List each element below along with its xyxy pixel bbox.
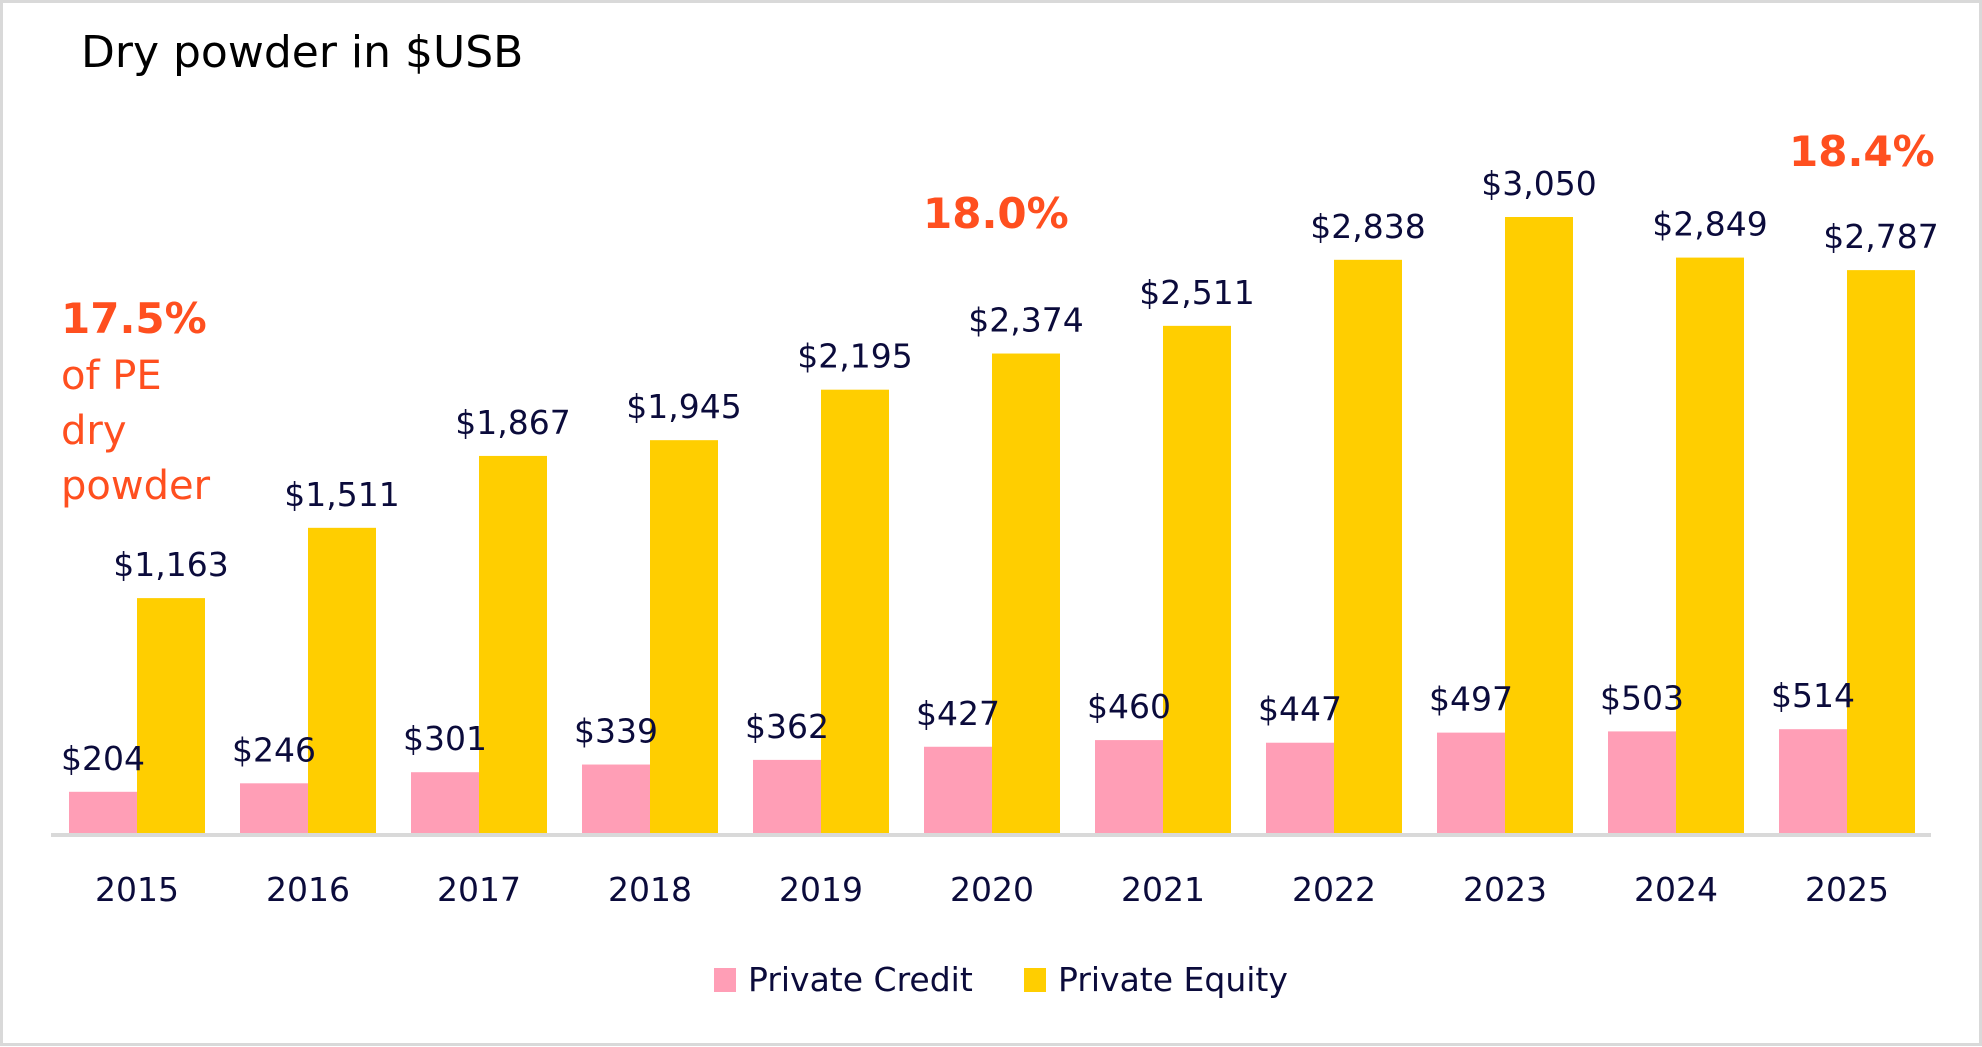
bar-private-equity-2016 bbox=[308, 527, 376, 833]
annotation-text: of PE bbox=[61, 353, 162, 399]
bar-private-credit-2018 bbox=[582, 764, 650, 833]
data-label: $362 bbox=[745, 707, 829, 746]
data-label: $1,945 bbox=[626, 387, 741, 426]
legend-swatch bbox=[714, 968, 736, 992]
bar-private-credit-2020 bbox=[924, 746, 992, 833]
annotation-percent: 18.4% bbox=[1789, 127, 1935, 176]
data-label: $447 bbox=[1258, 690, 1342, 729]
data-label: $1,163 bbox=[113, 545, 228, 584]
x-tick-label: 2024 bbox=[1634, 870, 1718, 909]
bar-private-credit-2024 bbox=[1608, 731, 1676, 833]
annotation-text: powder bbox=[61, 463, 211, 509]
legend-label: Private Equity bbox=[1058, 960, 1288, 999]
x-tick-label: 2015 bbox=[95, 870, 179, 909]
annotation-percent: 17.5% bbox=[61, 294, 207, 343]
data-label: $1,511 bbox=[284, 475, 399, 514]
x-tick-label: 2023 bbox=[1463, 870, 1547, 909]
data-label: $514 bbox=[1771, 676, 1855, 715]
x-tick-label: 2017 bbox=[437, 870, 521, 909]
bar-private-equity-2021 bbox=[1163, 325, 1231, 833]
bar-private-equity-2024 bbox=[1676, 257, 1744, 833]
data-label: $246 bbox=[232, 730, 316, 769]
bar-chart: Dry powder in $USB $204 $1,163 2015 $246 $1,… bbox=[51, 27, 1939, 999]
bar-private-credit-2016 bbox=[240, 783, 308, 833]
bar-private-equity-2025 bbox=[1847, 270, 1915, 833]
bar-private-equity-2019 bbox=[821, 389, 889, 833]
bar-private-credit-2022 bbox=[1266, 742, 1334, 833]
bar-private-equity-2017 bbox=[479, 455, 547, 833]
data-label: $427 bbox=[916, 694, 1000, 733]
bar-private-equity-2018 bbox=[650, 440, 718, 833]
bar-private-credit-2017 bbox=[411, 772, 479, 833]
bar-private-credit-2021 bbox=[1095, 740, 1163, 833]
bar-private-credit-2025 bbox=[1779, 729, 1847, 833]
x-tick-label: 2022 bbox=[1292, 870, 1376, 909]
data-label: $460 bbox=[1087, 687, 1171, 726]
annotation-text: dry bbox=[61, 408, 127, 454]
data-label: $503 bbox=[1600, 678, 1684, 717]
x-tick-label: 2020 bbox=[950, 870, 1034, 909]
bar-private-credit-2023 bbox=[1437, 732, 1505, 833]
data-label: $2,838 bbox=[1310, 207, 1425, 246]
annotation-percent: 18.0% bbox=[923, 189, 1069, 238]
bar-private-equity-2015 bbox=[137, 598, 205, 833]
bar-private-equity-2022 bbox=[1334, 259, 1402, 834]
data-label: $2,849 bbox=[1652, 205, 1767, 244]
x-tick-label: 2018 bbox=[608, 870, 692, 909]
data-label: $1,867 bbox=[455, 403, 570, 442]
bar-private-equity-2023 bbox=[1505, 217, 1573, 833]
data-label: $2,787 bbox=[1823, 217, 1938, 256]
data-label: $2,511 bbox=[1139, 273, 1254, 312]
bar-private-credit-2015 bbox=[69, 791, 137, 833]
data-label: $2,195 bbox=[797, 337, 912, 376]
legend-swatch bbox=[1024, 968, 1046, 992]
bar-private-credit-2019 bbox=[753, 759, 821, 833]
data-label: $3,050 bbox=[1481, 164, 1596, 203]
x-tick-label: 2021 bbox=[1121, 870, 1205, 909]
data-label: $301 bbox=[403, 719, 487, 758]
bar-private-equity-2020 bbox=[992, 353, 1060, 833]
x-tick-label: 2019 bbox=[779, 870, 863, 909]
x-tick-label: 2025 bbox=[1805, 870, 1889, 909]
chart-title: Dry powder in $USB bbox=[81, 27, 523, 78]
legend-label: Private Credit bbox=[748, 960, 973, 999]
x-tick-label: 2016 bbox=[266, 870, 350, 909]
data-label: $497 bbox=[1429, 680, 1513, 719]
data-label: $2,374 bbox=[968, 301, 1083, 340]
data-label: $204 bbox=[61, 739, 145, 778]
data-label: $339 bbox=[574, 712, 658, 751]
